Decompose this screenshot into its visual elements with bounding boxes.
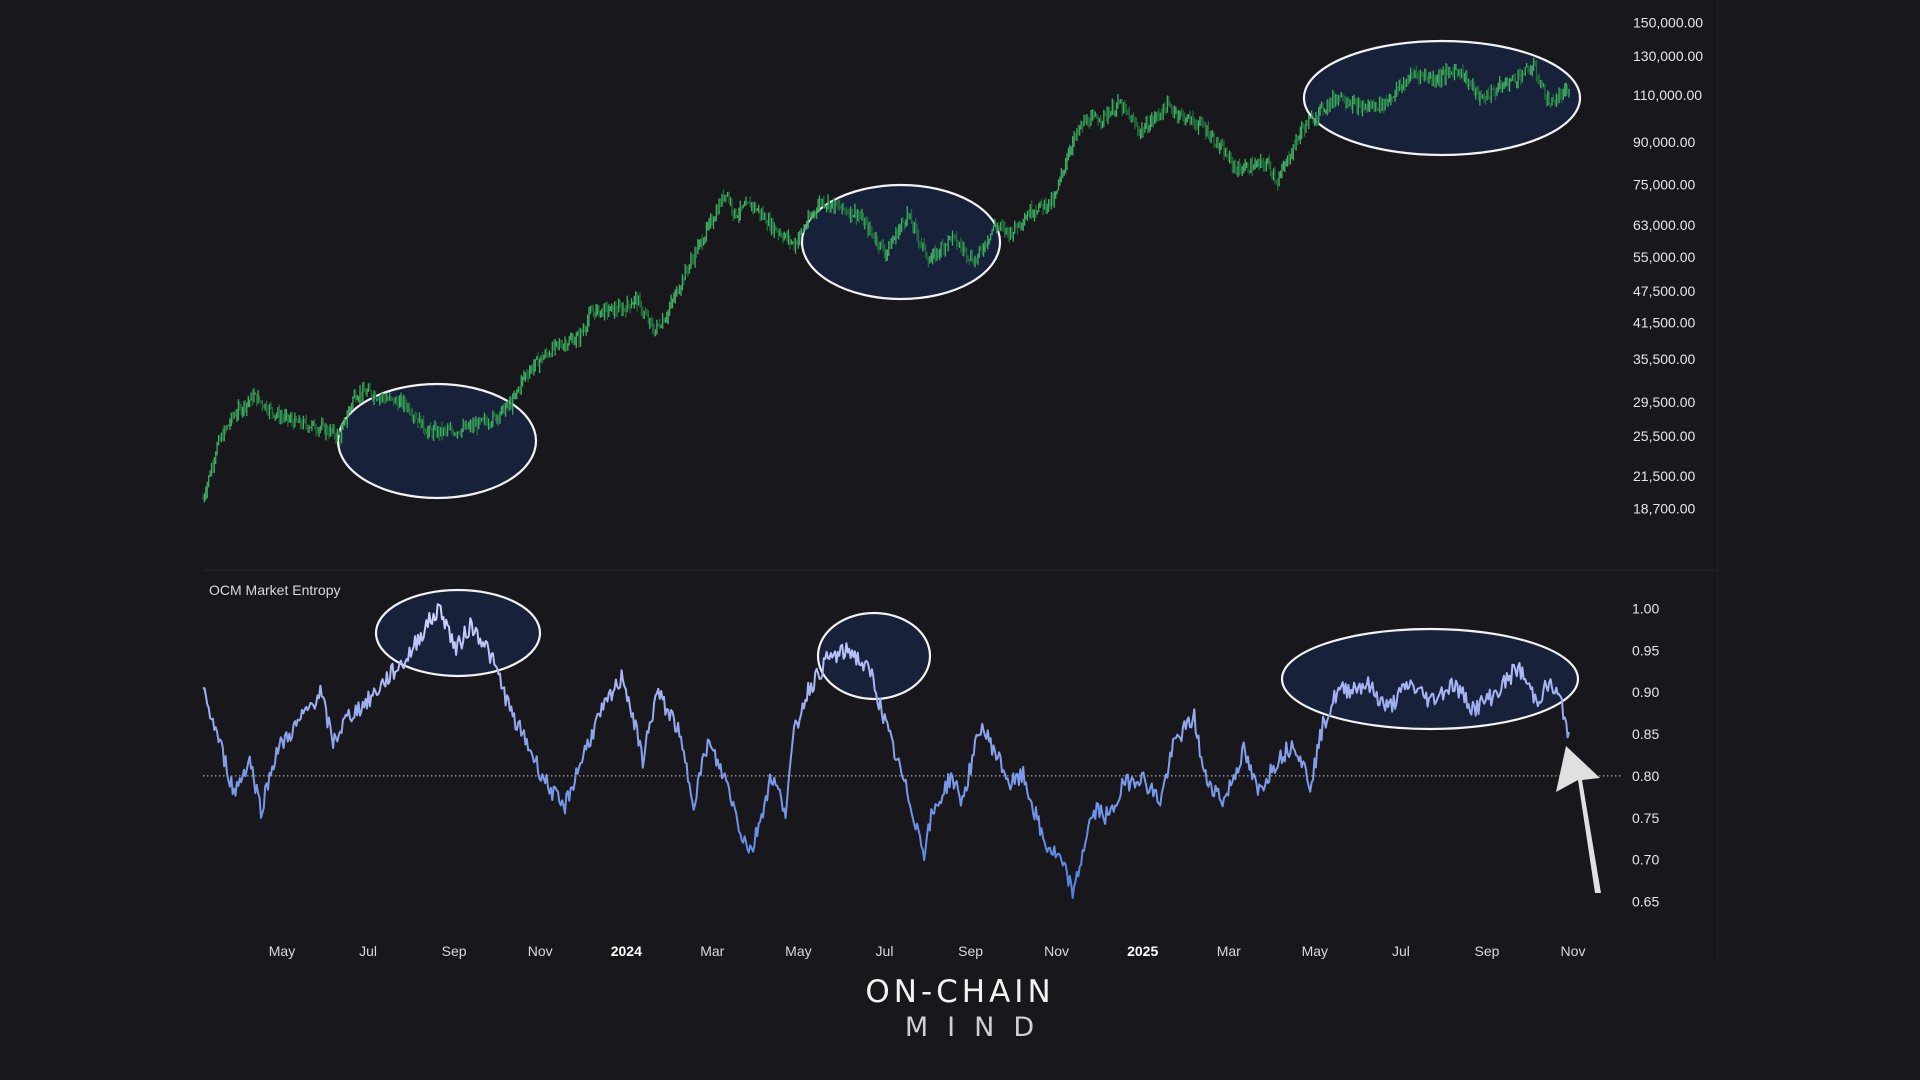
price-y-axis: 150,000.00 130,000.00 110,000.00 90,000.00 7… bbox=[1633, 15, 1703, 517]
logo-sub: MIND bbox=[904, 1012, 1054, 1043]
logo-main: ON-CHAIN bbox=[865, 974, 1055, 1010]
entropy-pane: OCM Market Entropy 1.00 0.95 0.90 0.85 0.80 0… bbox=[202, 582, 1659, 910]
price-y-tick: 35,500.00 bbox=[1633, 351, 1695, 367]
entropy-y-tick: 0.90 bbox=[1632, 684, 1659, 700]
x-tick-label: Jul bbox=[876, 943, 894, 959]
entropy-y-tick: 0.70 bbox=[1632, 852, 1659, 868]
price-y-tick: 150,000.00 bbox=[1633, 15, 1703, 31]
arrow-icon bbox=[1556, 746, 1601, 893]
entropy-y-tick: 0.75 bbox=[1632, 810, 1659, 826]
entropy-y-axis: 1.00 0.95 0.90 0.85 0.80 0.75 0.70 0.65 bbox=[1632, 600, 1659, 909]
highlight-ellipse bbox=[1280, 627, 1580, 731]
entropy-y-tick: 0.85 bbox=[1632, 726, 1659, 742]
price-pane: 150,000.00 130,000.00 110,000.00 90,000.00 7… bbox=[202, 15, 1703, 517]
x-tick-label: Sep bbox=[958, 943, 983, 959]
x-tick-label: 2024 bbox=[611, 943, 642, 959]
x-axis: May Jul Sep Nov 2024 Mar May Jul Sep Nov 2025 Mar Ma… bbox=[269, 943, 1586, 959]
entropy-highlights bbox=[374, 588, 1580, 731]
x-tick-label: Mar bbox=[1217, 943, 1241, 959]
price-y-tick: 47,500.00 bbox=[1633, 283, 1695, 299]
x-tick-label: May bbox=[785, 943, 811, 959]
price-y-tick: 90,000.00 bbox=[1633, 134, 1695, 150]
x-tick-label: Jul bbox=[1392, 943, 1410, 959]
entropy-y-tick: 0.95 bbox=[1632, 642, 1659, 658]
price-y-tick: 25,500.00 bbox=[1633, 428, 1695, 444]
x-tick-label: Mar bbox=[700, 943, 724, 959]
price-candles bbox=[202, 57, 1570, 503]
x-tick-label: Nov bbox=[1044, 943, 1069, 959]
x-tick-label: Sep bbox=[442, 943, 467, 959]
entropy-y-tick: 0.65 bbox=[1632, 894, 1659, 910]
entropy-line bbox=[202, 603, 1570, 899]
entropy-title: OCM Market Entropy bbox=[209, 582, 340, 598]
price-y-tick: 63,000.00 bbox=[1633, 217, 1695, 233]
x-tick-label: May bbox=[269, 943, 295, 959]
x-tick-label: 2025 bbox=[1127, 943, 1158, 959]
highlight-ellipse bbox=[1302, 39, 1582, 157]
price-y-tick: 41,500.00 bbox=[1633, 315, 1695, 331]
x-tick-label: Sep bbox=[1475, 943, 1500, 959]
highlight-ellipse bbox=[336, 382, 538, 500]
x-tick-label: Nov bbox=[1561, 943, 1586, 959]
entropy-y-tick: 0.80 bbox=[1632, 768, 1659, 784]
x-tick-label: May bbox=[1302, 943, 1328, 959]
price-y-tick: 55,000.00 bbox=[1633, 249, 1695, 265]
entropy-y-tick: 1.00 bbox=[1632, 600, 1659, 616]
price-y-tick: 18,700.00 bbox=[1633, 501, 1695, 517]
price-y-tick: 110,000.00 bbox=[1633, 87, 1702, 103]
price-y-tick: 21,500.00 bbox=[1633, 468, 1695, 484]
entropy-series-line bbox=[202, 603, 1570, 899]
highlight-ellipse bbox=[374, 588, 542, 678]
price-y-tick: 29,500.00 bbox=[1633, 394, 1695, 410]
highlight-ellipse bbox=[816, 611, 932, 701]
x-tick-label: Nov bbox=[528, 943, 553, 959]
price-y-tick: 130,000.00 bbox=[1633, 48, 1703, 64]
x-tick-label: Jul bbox=[359, 943, 377, 959]
price-y-tick: 75,000.00 bbox=[1633, 176, 1695, 192]
